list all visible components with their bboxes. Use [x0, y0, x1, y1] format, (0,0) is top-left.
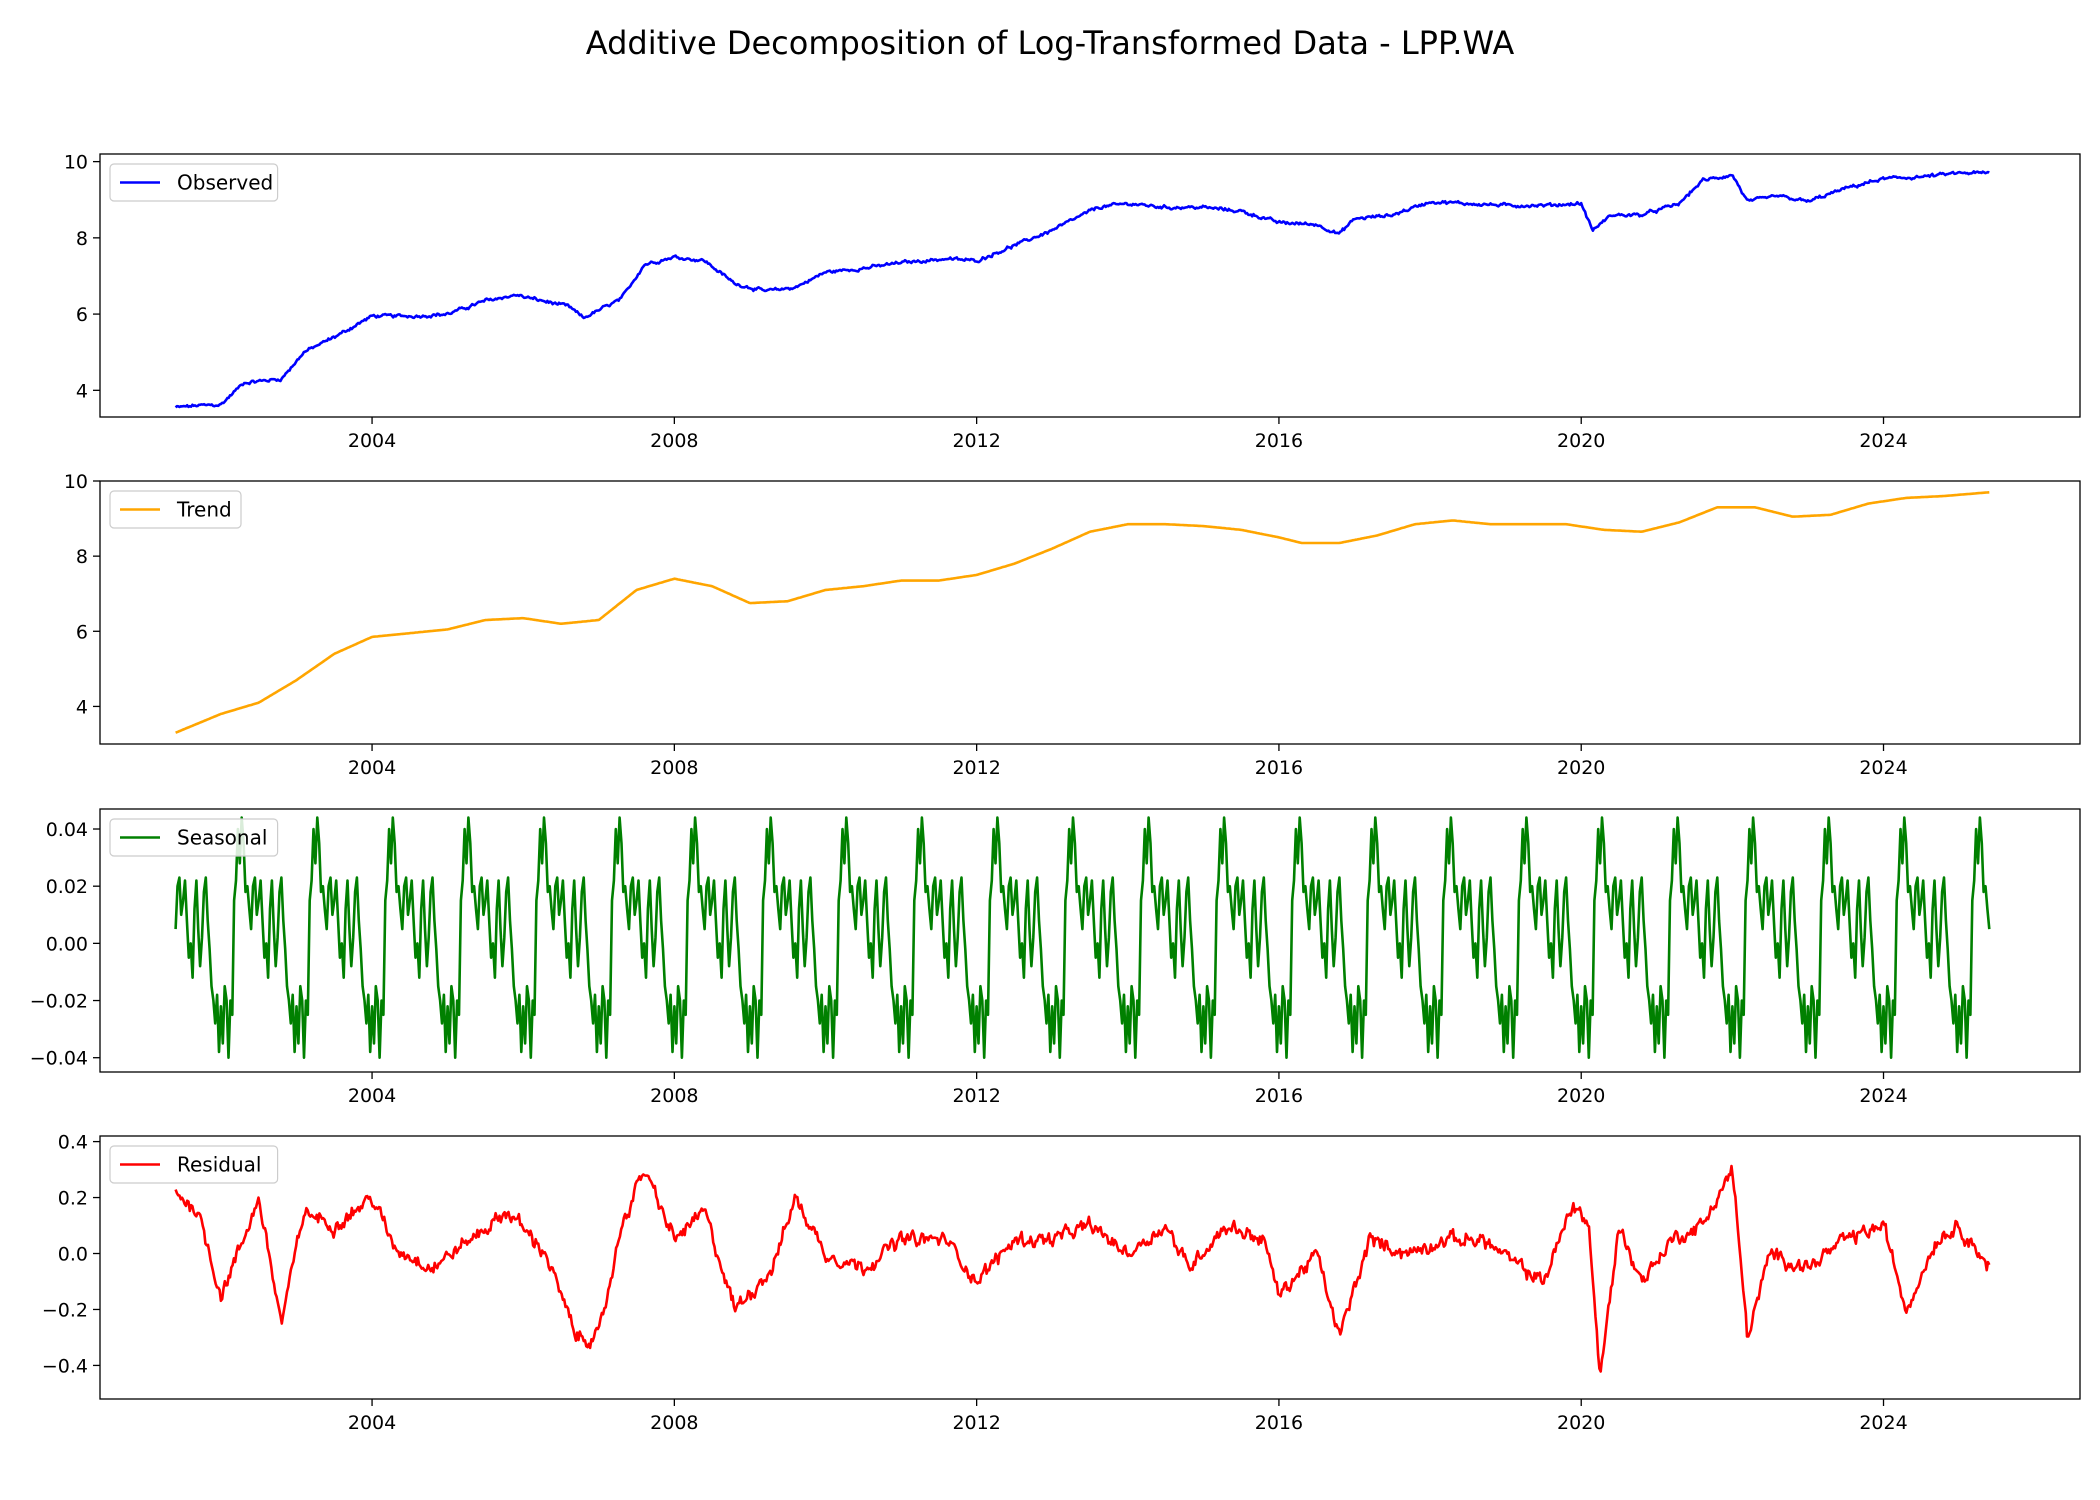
- legend-label: Trend: [176, 498, 232, 522]
- y-tick-label: 10: [64, 152, 88, 174]
- y-tick-label: 10: [64, 471, 88, 493]
- axes-frame: [99, 1135, 2081, 1400]
- series-line-seasonal: [174, 816, 1991, 1059]
- x-tick-label: 2004: [348, 757, 396, 779]
- panel-residual: −0.4 −0.2 0.0 0.2 0.4 2004 2008 2012 2016 2020 202…: [42, 1132, 2081, 1434]
- legend-trend: Trend: [109, 490, 242, 529]
- series-line-trend: [175, 491, 1990, 734]
- y-tick-label: −0.04: [30, 1048, 88, 1070]
- y-tick-label: 6: [76, 304, 88, 326]
- y-tick-label: 4: [76, 380, 88, 402]
- y-tick-label: −0.02: [30, 991, 88, 1013]
- y-tick-label: 8: [76, 546, 88, 568]
- x-tick-label: 2012: [952, 430, 1000, 452]
- y-tick-label: 0.2: [58, 1188, 88, 1210]
- x-tick-label: 2004: [348, 1412, 396, 1434]
- panel-seasonal: −0.04 −0.02 0.00 0.02 0.04 2004 2008 2012 2016 20…: [30, 808, 2081, 1107]
- x-tick-label: 2016: [1255, 757, 1303, 779]
- series-line-residual: [174, 1164, 1991, 1373]
- x-tick-label: 2008: [650, 757, 698, 779]
- x-tick-label: 2024: [1859, 430, 1907, 452]
- legend-residual: Residual: [109, 1145, 279, 1184]
- y-tick-label: 0.00: [46, 933, 88, 955]
- y-tick-label: −0.2: [42, 1299, 88, 1321]
- y-tick-label: 0.04: [46, 819, 88, 841]
- x-tick-label: 2016: [1255, 1085, 1303, 1107]
- y-tick-label: 8: [76, 228, 88, 250]
- legend-box: [109, 1145, 279, 1184]
- x-tick-label: 2020: [1557, 1412, 1605, 1434]
- legend-box: [109, 818, 279, 857]
- axes-frame: [99, 153, 2081, 418]
- axes-frame: [99, 808, 2081, 1073]
- panel-observed: 4 6 8 10 2004 2008 2012 2016 2020 2024 Observed: [64, 152, 2081, 452]
- x-tick-label: 2012: [952, 757, 1000, 779]
- x-tick-label: 2004: [348, 430, 396, 452]
- x-tick-label: 2008: [650, 1412, 698, 1434]
- y-tick-label: 6: [76, 621, 88, 643]
- subplot-panels: 4 6 8 10 2004 2008 2012 2016 2020 2024 Observed 4 6 8…: [30, 152, 2081, 1434]
- x-tick-label: 2020: [1557, 757, 1605, 779]
- x-tick-label: 2004: [348, 1085, 396, 1107]
- x-tick-label: 2012: [952, 1412, 1000, 1434]
- panel-trend: 4 6 8 10 2004 2008 2012 2016 2020 2024 Trend: [64, 471, 2081, 779]
- y-tick-label: 0.4: [58, 1132, 88, 1154]
- legend-observed: Observed: [109, 163, 279, 202]
- x-tick-label: 2008: [650, 430, 698, 452]
- x-tick-label: 2012: [952, 1085, 1000, 1107]
- y-tick-label: 0.0: [58, 1244, 88, 1266]
- series-line-observed: [174, 170, 1990, 409]
- x-tick-label: 2020: [1557, 1085, 1605, 1107]
- x-tick-label: 2024: [1859, 1085, 1907, 1107]
- x-tick-label: 2024: [1859, 757, 1907, 779]
- x-tick-label: 2016: [1255, 1412, 1303, 1434]
- y-tick-label: 4: [76, 696, 88, 718]
- x-tick-label: 2024: [1859, 1412, 1907, 1434]
- x-tick-label: 2016: [1255, 430, 1303, 452]
- x-tick-label: 2020: [1557, 430, 1605, 452]
- y-tick-label: −0.4: [42, 1355, 88, 1377]
- legend-label: Seasonal: [177, 826, 267, 850]
- chart-title: Additive Decomposition of Log-Transforme…: [586, 24, 1515, 62]
- legend-seasonal: Seasonal: [109, 818, 279, 857]
- y-tick-label: 0.02: [46, 876, 88, 898]
- legend-box: [109, 490, 242, 529]
- axes-frame: [99, 480, 2081, 745]
- legend-box: [109, 163, 279, 202]
- x-tick-label: 2008: [650, 1085, 698, 1107]
- legend-label: Observed: [177, 171, 273, 195]
- legend-label: Residual: [177, 1153, 261, 1177]
